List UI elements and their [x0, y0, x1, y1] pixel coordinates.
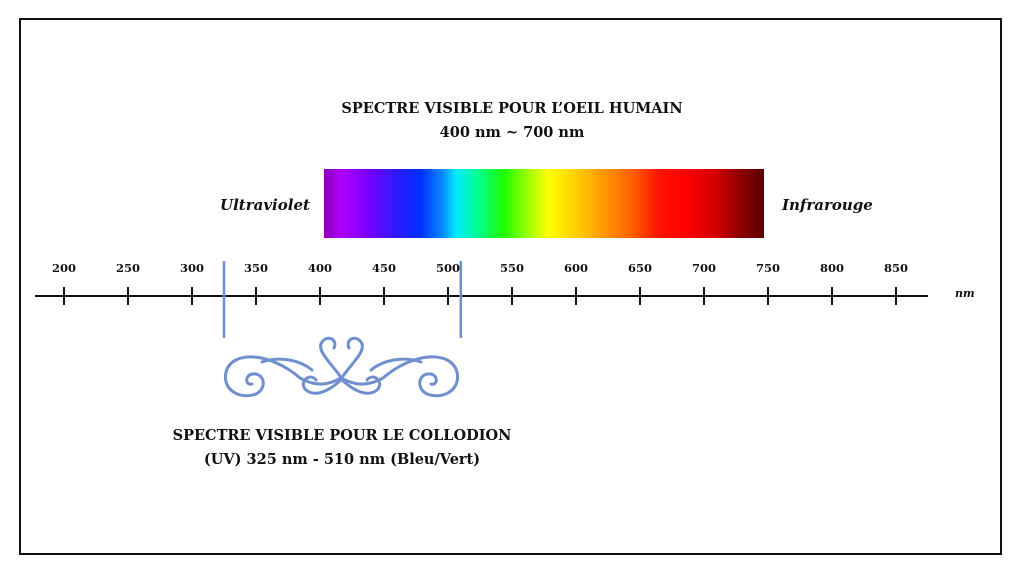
axis-tick-label: 450: [372, 261, 396, 275]
axis-tick-label: 500: [436, 261, 460, 275]
axis-tick-label: 800: [820, 261, 844, 275]
axis-tick-label: 350: [244, 261, 268, 275]
collodion-caption: SPECTRE VISIBLE POUR LE COLLODION (UV) 3…: [120, 424, 564, 472]
title-block: SPECTRE VISIBLE POUR L’OEIL HUMAIN 400 n…: [0, 97, 1024, 145]
flourish-ornament-icon: [223, 336, 460, 398]
axis-tick-label: 650: [628, 261, 652, 275]
title-line-1: SPECTRE VISIBLE POUR L’OEIL HUMAIN: [341, 100, 683, 117]
ultraviolet-label: Ultraviolet: [220, 196, 310, 214]
axis-tick-label: 700: [692, 261, 716, 275]
axis-tick-label: 850: [884, 261, 908, 275]
axis-tick-label: 550: [500, 261, 524, 275]
collodion-line-1: SPECTRE VISIBLE POUR LE COLLODION: [172, 427, 512, 444]
infrared-label: Infrarouge: [782, 196, 873, 214]
visible-spectrum-gradient: [324, 169, 764, 238]
title-line-2: 400 nm ~ 700 nm: [439, 124, 585, 141]
axis-tick-label: 250: [116, 261, 140, 275]
diagram-frame: [19, 18, 1002, 555]
axis-tick-label: 200: [52, 261, 76, 275]
axis-ticks: 200 250 300 350 400 450 500 550 600 650 700 750 800 8…: [52, 261, 908, 305]
axis-tick-label: 400: [308, 261, 332, 275]
axis-tick-label: 750: [756, 261, 780, 275]
unit-label: nm: [955, 287, 975, 300]
collodion-line-2: (UV) 325 nm - 510 nm (Bleu/Vert): [203, 451, 481, 468]
axis-tick-label: 300: [180, 261, 204, 275]
axis-tick-label: 600: [564, 261, 588, 275]
